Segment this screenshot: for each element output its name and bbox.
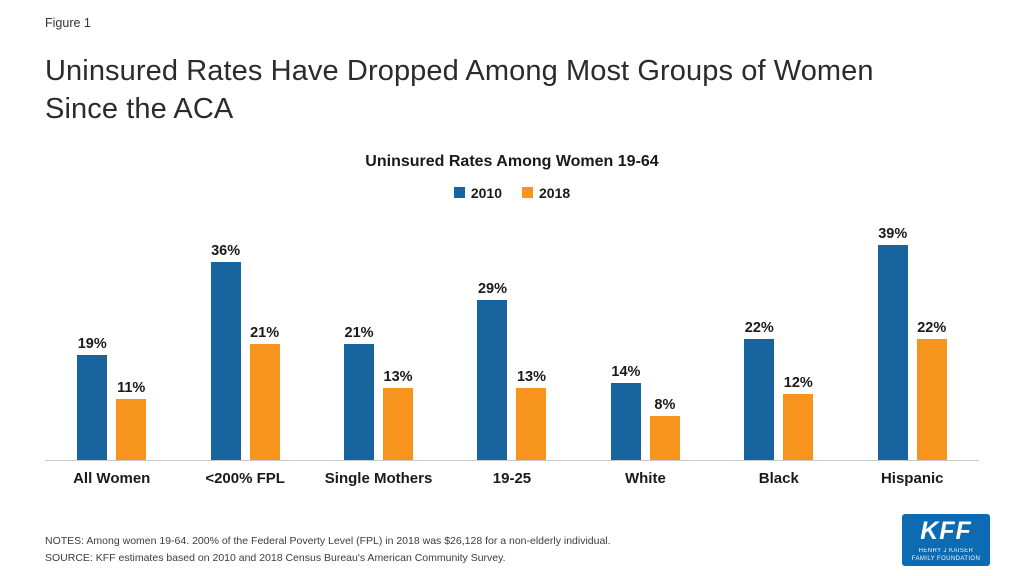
category-label: Black [758, 469, 799, 487]
bar-2018 [649, 415, 680, 460]
bar-value-label: 29% [477, 280, 507, 297]
logo-text: KFF [920, 516, 972, 545]
category-axis: All Women <200% FPL Single Mothers 19-25 Whi… [45, 461, 979, 487]
bar-value-label: 13% [383, 368, 413, 385]
legend-label: 2010 [470, 184, 502, 201]
legend-label: 2018 [539, 184, 571, 201]
bar-group: 29% 13% [445, 211, 578, 460]
legend-item-2010: 2010 [453, 184, 502, 201]
logo-subtext: HENRY J KAISER FAMILY FOUNDATION [911, 547, 981, 562]
bar-wrap: 22% [744, 319, 775, 460]
bar-wrap: 19% [77, 335, 108, 460]
bar-group: 39% 22% [846, 211, 979, 460]
chart-title: Uninsured Rates Among Women 19-64 [365, 152, 659, 170]
bar-value-label: 14% [611, 363, 641, 380]
kff-logo: KFF HENRY J KAISER FAMILY FOUNDATION [902, 514, 990, 566]
bar-2010 [744, 338, 775, 460]
category-label: 19-25 [492, 469, 532, 487]
source-text: SOURCE: KFF estimates based on 2010 and … [45, 551, 506, 564]
bar-2010 [77, 354, 108, 460]
bar-wrap: 21% [249, 324, 280, 460]
bar-2018 [516, 387, 547, 460]
bar-value-label: 22% [917, 319, 947, 336]
footer: NOTES: Among women 19-64. 200% of the Fe… [45, 514, 990, 566]
bar-value-label: 39% [878, 225, 908, 242]
bar-wrap: 21% [344, 324, 375, 460]
bar-value-label: 21% [344, 324, 374, 341]
bar-value-label: 12% [783, 374, 813, 391]
category-label: All Women [73, 469, 151, 487]
figure-label: Figure 1 [45, 16, 91, 30]
bar-2010 [477, 299, 508, 460]
bar-group: 14% 8% [579, 211, 712, 460]
bar-wrap: 11% [116, 379, 147, 460]
category-label: White [624, 469, 666, 487]
bar-value-label: 11% [117, 379, 146, 396]
category-label: <200% FPL [205, 469, 285, 487]
bar-group: 22% 12% [712, 211, 845, 460]
bar-value-label: 19% [77, 335, 107, 352]
bar-value-label: 8% [654, 396, 676, 413]
bar-wrap: 13% [516, 368, 547, 460]
plot-area: 19% 11% 36% 21% 21% 13% 29% 13% 14% 8% 22% 12% 39% 22… [45, 211, 979, 461]
bar-wrap: 8% [649, 396, 680, 460]
bar-wrap: 29% [477, 280, 508, 460]
bar-2018 [383, 387, 414, 460]
bar-2010 [877, 244, 908, 460]
bar-group: 36% 21% [178, 211, 311, 460]
notes-text: NOTES: Among women 19-64. 200% of the Fe… [45, 535, 611, 548]
bar-2018 [249, 343, 280, 460]
bar-group: 19% 11% [45, 211, 178, 460]
page-title: Uninsured Rates Have Dropped Among Most … [45, 55, 874, 126]
legend-swatch-2018 [522, 187, 533, 199]
bar-wrap: 12% [783, 374, 814, 460]
bar-wrap: 14% [610, 363, 641, 460]
category-label: Single Mothers [324, 469, 433, 487]
bar-group: 21% 13% [312, 211, 445, 460]
bar-value-label: 21% [250, 324, 280, 341]
legend: 2010 2018 [45, 185, 979, 201]
bar-2010 [210, 261, 241, 460]
bar-2018 [916, 338, 947, 460]
bar-wrap: 39% [877, 225, 908, 460]
bar-2010 [344, 343, 375, 460]
bar-2018 [116, 398, 147, 460]
legend-swatch-2010 [453, 187, 465, 199]
bar-value-label: 36% [211, 242, 241, 259]
bar-value-label: 22% [744, 319, 774, 336]
bar-value-label: 13% [516, 368, 546, 385]
bar-wrap: 13% [383, 368, 414, 460]
bar-2018 [783, 393, 814, 460]
bar-2010 [610, 382, 641, 460]
category-label: Hispanic [880, 469, 944, 487]
bar-wrap: 22% [916, 319, 947, 460]
bar-wrap: 36% [210, 242, 241, 460]
notes-block: NOTES: Among women 19-64. 200% of the Fe… [45, 533, 611, 566]
legend-item-2018: 2018 [522, 185, 570, 201]
